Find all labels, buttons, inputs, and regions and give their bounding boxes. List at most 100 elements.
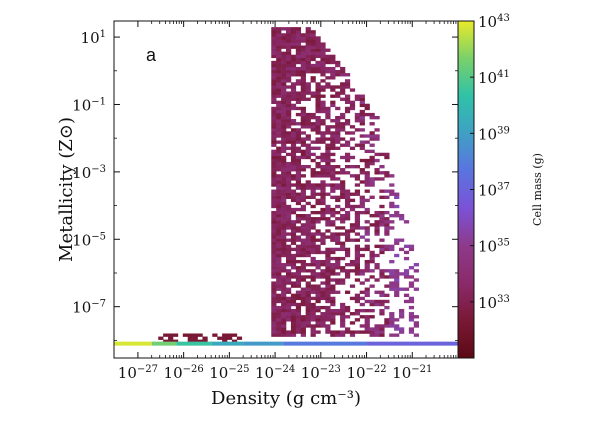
heatmap-cell [310, 290, 316, 294]
heatmap-cell [310, 57, 316, 62]
heatmap-cell [271, 48, 277, 52]
heatmap-cell [290, 168, 297, 172]
heatmap-cell [286, 195, 292, 199]
heatmap-cell [276, 30, 282, 34]
heatmap-cell [290, 106, 297, 111]
heatmap-cell [413, 287, 419, 291]
heatmap-cell [286, 220, 292, 224]
heatmap-cell [295, 318, 302, 322]
heatmap-cell [286, 214, 292, 218]
heatmap-cell [271, 259, 277, 264]
heatmap-cell [305, 82, 311, 86]
heatmap-cell [290, 30, 297, 34]
heatmap-cell [300, 293, 306, 298]
heatmap-cell [271, 100, 277, 105]
heatmap-cell [290, 91, 297, 95]
heatmap-cell [281, 155, 287, 160]
heatmap-cell [320, 45, 326, 49]
heatmap-cell [369, 333, 375, 337]
heatmap-cell [305, 30, 311, 34]
heatmap-cell [168, 336, 174, 340]
heatmap-cell [281, 312, 287, 316]
heatmap-cell [384, 155, 390, 160]
heatmap-cell [281, 275, 287, 279]
heatmap-cell [295, 164, 302, 169]
heatmap-cell [379, 312, 385, 316]
heatmap-cell [320, 259, 326, 264]
heatmap-cell [335, 115, 341, 120]
heatmap-cell [315, 119, 321, 123]
heatmap-cell [305, 318, 311, 322]
heatmap-cell [354, 192, 361, 196]
heatmap-cell [295, 168, 302, 172]
heatmap-cell [330, 315, 336, 319]
heatmap-cell [389, 192, 395, 196]
heatmap-cell [192, 339, 198, 343]
heatmap-cell [286, 51, 292, 55]
heatmap-cell [320, 171, 326, 175]
heatmap-cell [305, 247, 311, 252]
heatmap-cell [271, 204, 277, 209]
heatmap-cell [325, 250, 331, 255]
heatmap-cell [300, 275, 306, 279]
heatmap-cell [281, 177, 287, 181]
heatmap-cell [281, 122, 287, 126]
heatmap-cell [354, 174, 361, 178]
heatmap-cell [271, 128, 277, 132]
heatmap-cell [310, 226, 316, 230]
heatmap-cell [320, 269, 326, 273]
heatmap-cell [354, 177, 361, 181]
heatmap-cell [276, 140, 282, 144]
heatmap-cell [325, 158, 331, 163]
heatmap-cell [295, 54, 302, 59]
heatmap-cell [379, 189, 385, 193]
heatmap-cell [359, 247, 365, 252]
heatmap-cell [300, 263, 306, 267]
heatmap-cell [163, 333, 169, 337]
heatmap-cell [349, 207, 356, 212]
heatmap-cell [384, 318, 390, 322]
heatmap-cell [325, 168, 331, 172]
heatmap-cell [330, 210, 336, 215]
heatmap-cell [310, 36, 316, 40]
heatmap-cell [300, 198, 306, 203]
heatmap-cell [168, 339, 174, 343]
heatmap-cell [330, 256, 336, 261]
heatmap-cell [335, 256, 341, 261]
heatmap-cell [290, 161, 297, 166]
heatmap-cell [330, 272, 336, 276]
heatmap-cell [359, 253, 365, 258]
heatmap-cell [315, 229, 321, 233]
heatmap-cell [305, 312, 311, 316]
heatmap-cell [276, 149, 282, 154]
heatmap-cell [330, 168, 336, 172]
heatmap-cell [202, 336, 208, 340]
heatmap-cell [330, 100, 336, 105]
heatmap-cell [310, 45, 316, 49]
heatmap-cell [305, 290, 311, 294]
heatmap-cell [344, 204, 351, 209]
heatmap-cell [281, 330, 287, 334]
heatmap-cell [359, 171, 365, 175]
heatmap-cell [290, 27, 297, 31]
heatmap-cell [389, 226, 395, 230]
heatmap-cell [305, 122, 311, 126]
heatmap-cell [379, 204, 385, 209]
heatmap-cell [271, 302, 277, 307]
heatmap-cell [379, 293, 385, 298]
heatmap-cell [305, 269, 311, 273]
heatmap-cell [286, 100, 292, 105]
heatmap-cell [295, 128, 302, 132]
heatmap-cell [403, 287, 410, 291]
heatmap-cell [394, 269, 400, 273]
heatmap-cell [310, 247, 316, 252]
heatmap-cell [374, 115, 380, 120]
heatmap-cell [325, 308, 331, 313]
heatmap-cell [310, 152, 316, 157]
heatmap-cell [330, 54, 336, 59]
heatmap-cell [281, 318, 287, 322]
heatmap-cell [276, 220, 282, 224]
heatmap-cell [330, 284, 336, 288]
heatmap-cell [286, 91, 292, 95]
